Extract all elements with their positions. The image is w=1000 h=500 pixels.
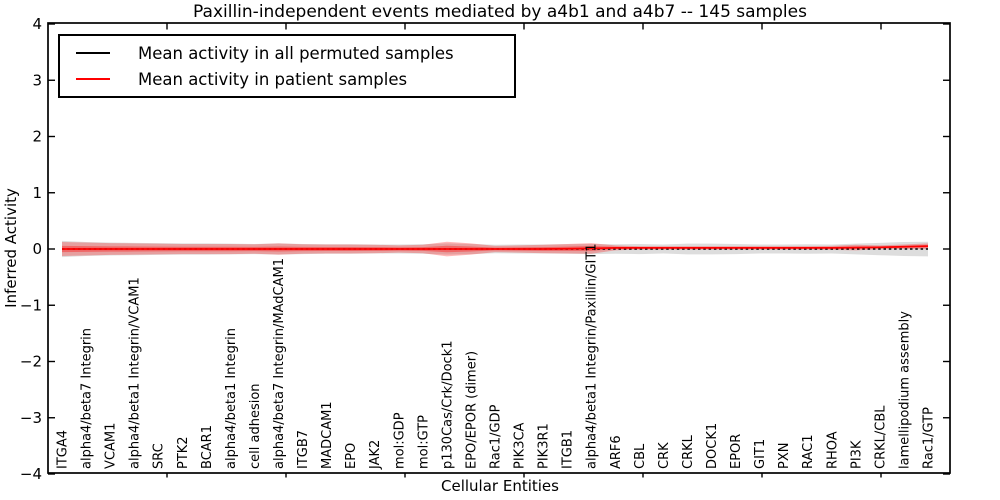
x-category-label: mol:GDP xyxy=(392,412,407,469)
x-category-label: EPOR xyxy=(729,434,744,469)
x-category-label: PI3K xyxy=(849,440,864,469)
x-category-label: EPO/EPOR (dimer) xyxy=(464,351,479,469)
x-category-label: EPO xyxy=(344,443,359,469)
x-category-label: cell adhesion xyxy=(248,383,263,469)
x-category-label: MADCAM1 xyxy=(320,401,335,469)
x-category-label: RAC1 xyxy=(801,434,816,469)
x-category-label: BCAR1 xyxy=(200,425,215,469)
x-category-label: mol:GTP xyxy=(416,415,431,469)
x-category-label: CRK xyxy=(657,442,672,469)
x-category-label: alpha4/beta1 Integrin/Paxillin/GIT1 xyxy=(585,243,600,469)
x-category-label: alpha4/beta1 Integrin/VCAM1 xyxy=(128,277,143,469)
x-category-label: ARF6 xyxy=(609,435,624,469)
x-category-label: PTK2 xyxy=(176,436,191,469)
legend-label-patient: Mean activity in patient samples xyxy=(138,69,408,89)
x-category-label: alpha4/beta7 Integrin xyxy=(80,328,95,469)
axes-frame xyxy=(47,22,951,474)
x-category-label: CRKL/CBL xyxy=(873,405,888,469)
y-tick-label: −1 xyxy=(20,296,42,314)
x-category-label: PIK3CA xyxy=(513,422,528,469)
x-category-label: JAK2 xyxy=(368,440,383,470)
x-category-label: DOCK1 xyxy=(705,423,720,469)
legend-item-patient: Mean activity in patient samples xyxy=(66,70,508,89)
x-category-label: lamellipodium assembly xyxy=(897,311,912,469)
y-tick-label: 1 xyxy=(32,184,42,202)
legend-line-patient-icon xyxy=(76,78,110,80)
x-category-label: ITGA4 xyxy=(56,430,71,469)
legend: Mean activity in all permuted samples Me… xyxy=(58,34,516,98)
x-category-label: Rac1/GTP xyxy=(922,407,937,469)
legend-label-permuted: Mean activity in all permuted samples xyxy=(138,43,454,63)
y-tick-label: 2 xyxy=(32,128,42,146)
y-tick-label: −3 xyxy=(20,409,42,427)
x-category-label: PIK3R1 xyxy=(537,423,552,469)
x-category-label: ITGB1 xyxy=(561,430,576,469)
x-category-label: SRC xyxy=(152,443,167,469)
legend-item-permuted: Mean activity in all permuted samples xyxy=(66,44,508,63)
y-tick-label: −2 xyxy=(20,353,42,371)
x-category-label: alpha4/beta1 Integrin xyxy=(224,328,239,469)
x-category-label: GIT1 xyxy=(753,439,768,469)
legend-line-permuted-icon xyxy=(76,52,110,54)
chart-title: Paxillin-independent events mediated by … xyxy=(193,2,807,22)
x-category-label: RHOA xyxy=(825,431,840,469)
y-tick-label: −4 xyxy=(20,465,42,483)
x-category-label: CRKL xyxy=(681,434,696,469)
y-tick-label: 0 xyxy=(32,240,42,258)
x-category-label: ITGB7 xyxy=(296,430,311,469)
patient-mean-line xyxy=(62,245,929,250)
x-category-label: CBL xyxy=(633,443,648,469)
x-category-label: alpha4/beta7 Integrin/MAdCAM1 xyxy=(272,258,287,469)
x-category-label: p130Cas/Crk/Dock1 xyxy=(440,340,455,469)
x-axis-label: Cellular Entities xyxy=(441,477,559,495)
x-category-label: PXN xyxy=(777,443,792,469)
x-category-label: Rac1/GDP xyxy=(489,404,504,469)
y-tick-label: 3 xyxy=(32,71,42,89)
y-tick-label: 4 xyxy=(32,15,42,33)
x-category-label: VCAM1 xyxy=(104,423,119,469)
